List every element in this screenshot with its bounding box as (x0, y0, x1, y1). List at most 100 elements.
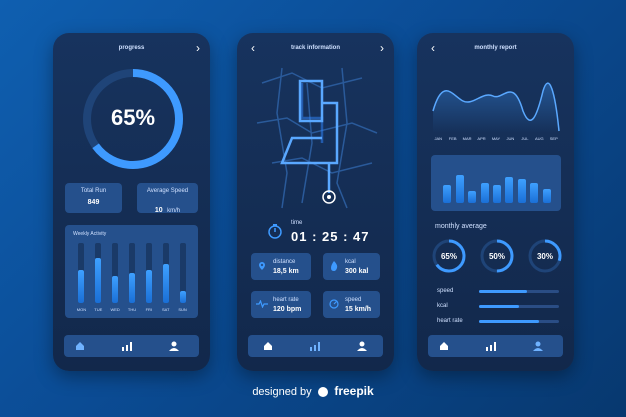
metric-slider[interactable] (479, 290, 559, 293)
report-screen: ‹ monthly report JAN FEB MAR APR MAY JUN JUL AU… (417, 33, 574, 371)
footer-credit: designed by freepik (0, 384, 626, 398)
kcal-card[interactable]: kcal 300 kal (323, 253, 380, 280)
average-ring (480, 239, 514, 273)
speed-card[interactable]: speed 15 km/h (323, 291, 380, 318)
screen-title: track information (290, 45, 340, 51)
weekly-days: MON TUE WED THU FRI SAT SUN (73, 307, 191, 313)
home-icon[interactable] (438, 340, 450, 352)
month-bar (493, 185, 501, 203)
distance-card[interactable]: distance 18,5 km (251, 253, 311, 280)
kcal-value: 300 kal (345, 268, 369, 275)
average-value: 65% (440, 252, 457, 261)
progress-screen: progress › 65% Total Run 849 Average Spe… (53, 33, 210, 371)
average-value: 50% (488, 252, 505, 261)
progress-ring (83, 69, 183, 169)
month-bar (480, 183, 489, 203)
total-run-card[interactable]: Total Run 849 (65, 183, 122, 213)
day-label: WED (110, 307, 120, 312)
activity-bar (129, 273, 135, 303)
day-label: SAT (161, 307, 170, 312)
distance-label: distance (273, 259, 296, 265)
credit-text: designed by (252, 386, 312, 398)
home-icon[interactable] (262, 340, 274, 352)
user-icon[interactable] (532, 340, 544, 352)
month-label: AUG (534, 136, 544, 141)
avg-speed-label: Average Speed (146, 188, 189, 194)
average-ring (528, 239, 562, 273)
month-bar (505, 177, 514, 203)
metric-slider-fill (479, 290, 527, 293)
user-icon[interactable] (168, 340, 180, 352)
monthly-average-label: monthly average (435, 223, 487, 230)
average-ring (432, 239, 466, 273)
avg-speed-card[interactable]: Average Speed 10 km/h (137, 183, 198, 214)
speed-value: 15 km/h (345, 306, 372, 313)
tab-bar (248, 335, 383, 357)
month-label: SEP (549, 136, 558, 141)
route-map[interactable] (252, 63, 382, 213)
metric-slider-fill (479, 305, 519, 308)
month-bar (443, 185, 452, 203)
avg-speed-unit: km/h (167, 208, 181, 214)
day-label: MON (76, 307, 87, 312)
stats-icon[interactable] (485, 340, 497, 352)
screen-title: progress (118, 45, 145, 51)
home-icon[interactable] (74, 340, 86, 352)
heart-rate-card[interactable]: heart rate 120 bpm (251, 291, 311, 318)
activity-bar (179, 291, 186, 303)
metric-label: speed (437, 288, 454, 294)
activity-bar (95, 258, 102, 303)
heart-rate-value: 120 bpm (273, 306, 302, 313)
track-screen: ‹ track information › time 01 : 25 : 47 … (237, 33, 394, 371)
month-label: JUL (521, 136, 529, 141)
speed-label: speed (345, 297, 362, 303)
monthly-wave-chart (432, 82, 560, 133)
metric-label: kcal (437, 303, 448, 309)
month-label: MAR (462, 136, 472, 141)
month-bar (530, 183, 539, 203)
brand-text: freepik (334, 384, 374, 398)
stopwatch-icon (268, 224, 282, 239)
user-icon[interactable] (356, 340, 368, 352)
tab-bar (428, 335, 563, 357)
kcal-label: kcal (345, 259, 356, 265)
day-label: FRI (145, 307, 153, 312)
stats-icon[interactable] (121, 340, 133, 352)
monthly-bar-card (431, 155, 561, 211)
chevron-right-icon[interactable]: › (196, 41, 200, 55)
day-label: THU (127, 307, 137, 312)
weekly-activity-card: Weekly Activity MON TUE WED THU FRI SAT SUN (65, 225, 198, 318)
activity-bar (162, 264, 169, 303)
flame-icon (331, 261, 338, 271)
chevron-left-icon[interactable]: ‹ (251, 41, 255, 55)
chevron-left-icon[interactable]: ‹ (431, 41, 435, 55)
day-label: SUN (178, 307, 187, 312)
activity-bar (145, 270, 152, 303)
location-pin-icon (259, 262, 265, 270)
heartbeat-icon (256, 300, 268, 308)
time-label: time (291, 220, 303, 226)
distance-value: 18,5 km (273, 268, 299, 275)
metric-slider[interactable] (479, 305, 559, 308)
month-bar (455, 175, 464, 203)
stats-icon[interactable] (309, 340, 321, 352)
month-label: JAN (434, 136, 442, 141)
month-label: JUN (506, 136, 515, 141)
activity-track (179, 243, 186, 303)
metric-label: heart rate (437, 318, 463, 324)
month-bar (517, 179, 526, 203)
month-label: APR (477, 136, 486, 141)
avg-speed-value: 10 (154, 207, 163, 214)
activity-track (112, 243, 119, 303)
activity-bar (112, 276, 119, 303)
month-label: MAY (491, 136, 501, 141)
heart-rate-label: heart rate (273, 297, 299, 303)
month-bar (468, 191, 477, 203)
metric-slider[interactable] (479, 320, 559, 323)
screen-title: monthly report (474, 45, 517, 51)
time-value: 01 : 25 : 47 (291, 229, 370, 244)
month-label: FEB (448, 136, 457, 141)
chevron-right-icon[interactable]: › (380, 41, 384, 55)
tab-bar (64, 335, 199, 357)
activity-bar (78, 270, 85, 303)
